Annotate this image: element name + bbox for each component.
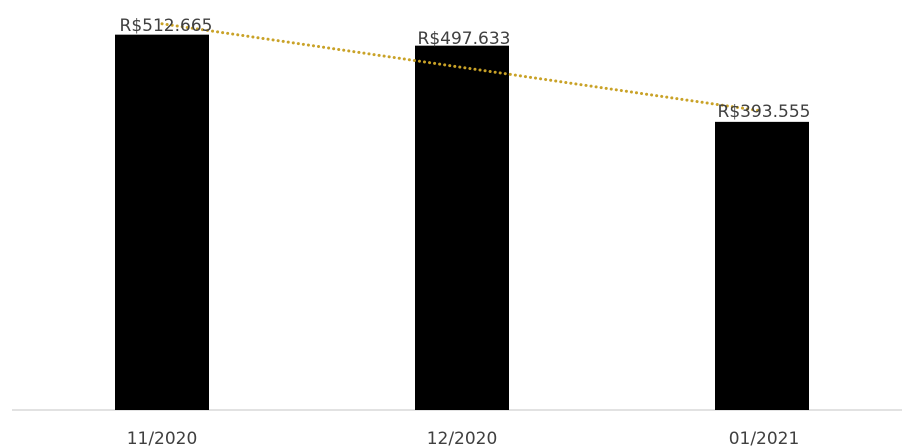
data-label-01-2021: R$393.555 bbox=[718, 102, 811, 122]
data-labels: R$512.665 R$497.633 R$393.555 bbox=[120, 16, 811, 122]
trendline bbox=[160, 22, 764, 113]
trendline-group bbox=[160, 22, 764, 113]
x-tick-label-01-2021: 01/2021 bbox=[729, 429, 800, 448]
bar-12-2020 bbox=[415, 45, 509, 410]
bar-01-2021 bbox=[715, 121, 809, 411]
x-tick-label-12-2020: 12/2020 bbox=[427, 429, 498, 448]
data-label-12-2020: R$497.633 bbox=[418, 29, 511, 49]
x-tick-label-11-2020: 11/2020 bbox=[127, 429, 198, 448]
x-tick-labels: 11/2020 12/2020 01/2021 bbox=[127, 429, 800, 448]
data-label-11-2020: R$512.665 bbox=[120, 16, 213, 36]
bar-series bbox=[115, 34, 809, 411]
bar-11-2020 bbox=[115, 34, 209, 411]
